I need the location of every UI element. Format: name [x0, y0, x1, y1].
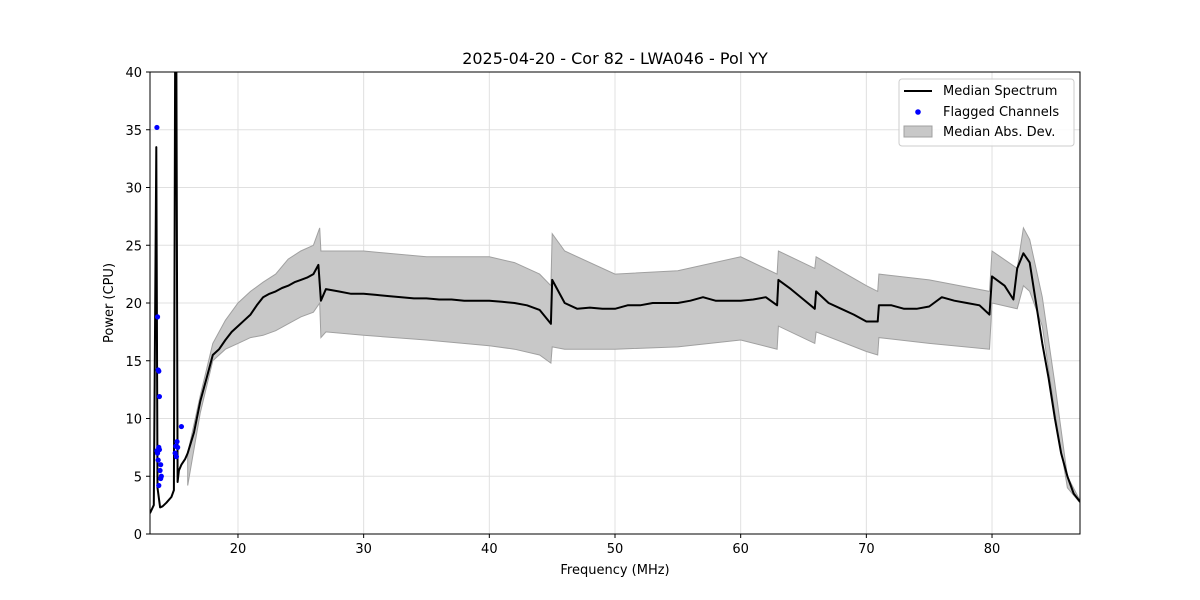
flagged-channels-layer	[154, 124, 185, 489]
y-tick-label: 20	[125, 297, 142, 312]
flagged-channel-point	[157, 467, 163, 474]
legend-label-flagged: Flagged Channels	[943, 105, 1059, 120]
flagged-channel-point	[155, 457, 161, 463]
y-tick-label: 30	[125, 182, 142, 197]
flagged-channel-point	[158, 462, 164, 468]
mad-band	[187, 226, 1080, 504]
chart-title: 2025-04-20 - Cor 82 - LWA046 - Pol YY	[462, 49, 768, 68]
x-tick-label: 20	[230, 542, 247, 557]
x-axis-label: Frequency (MHz)	[560, 563, 669, 578]
y-axis-ticks: 0 5 10 15 20 25 30 35 40	[125, 66, 150, 543]
x-tick-label: 80	[984, 542, 1001, 557]
y-tick-label: 5	[134, 470, 142, 485]
flagged-channel-point	[173, 454, 179, 460]
y-tick-label: 0	[134, 528, 142, 543]
x-tick-label: 60	[732, 542, 749, 557]
flagged-channel-point	[154, 124, 160, 131]
plot-area	[150, 72, 1080, 514]
flagged-channel-point	[158, 475, 164, 482]
legend-marker-swatch	[915, 109, 921, 115]
x-tick-label: 70	[858, 542, 875, 557]
y-tick-label: 35	[125, 124, 142, 139]
legend-band-swatch	[903, 125, 933, 138]
flagged-channel-point	[156, 368, 162, 374]
flagged-channel-point	[156, 482, 162, 489]
flagged-channel-point	[174, 439, 180, 445]
median-spectrum-line	[150, 72, 1080, 514]
legend-label-median: Median Spectrum	[943, 84, 1057, 99]
flagged-channel-point	[178, 423, 185, 430]
x-axis-ticks: 20 30 40 50 60 70 80	[230, 534, 1001, 557]
x-tick-label: 40	[481, 542, 498, 557]
flagged-channel-point	[156, 393, 163, 400]
y-tick-label: 40	[125, 66, 142, 81]
legend: Median Spectrum Flagged Channels Median …	[898, 78, 1075, 147]
y-axis-label: Power (CPU)	[102, 263, 117, 343]
y-tick-label: 10	[125, 413, 142, 428]
y-tick-label: 15	[125, 355, 142, 370]
flagged-channel-point	[156, 447, 163, 453]
flagged-channel-point	[154, 314, 161, 320]
x-tick-label: 30	[355, 542, 372, 557]
flagged-channel-point	[175, 444, 181, 450]
legend-label-mad: Median Abs. Dev.	[943, 125, 1055, 140]
y-tick-label: 25	[125, 239, 142, 254]
legend-box	[898, 78, 1075, 147]
x-tick-label: 50	[607, 542, 624, 557]
